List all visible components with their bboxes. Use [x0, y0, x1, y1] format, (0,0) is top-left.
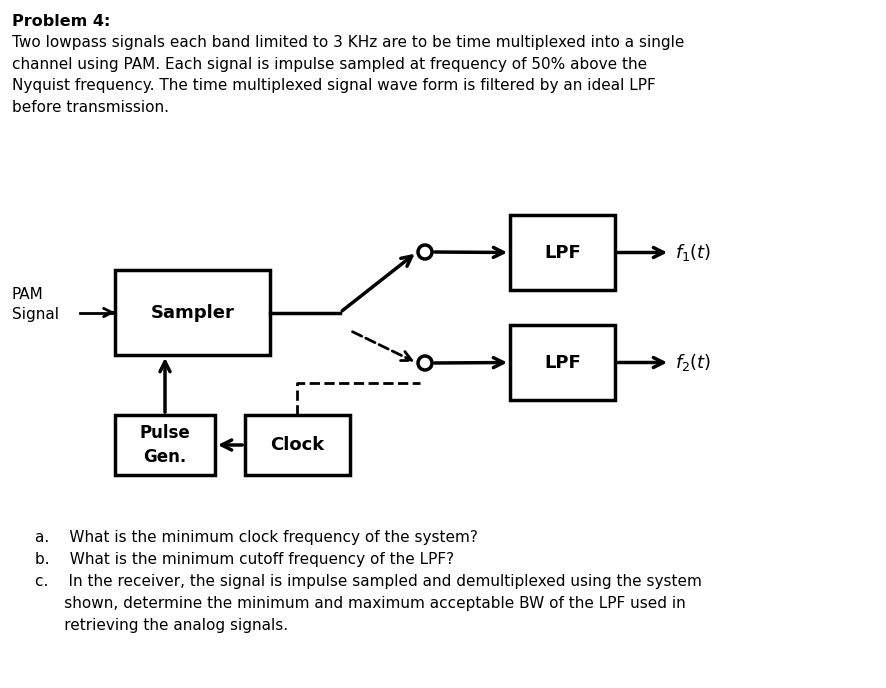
Text: a.  What is the minimum clock frequency of the system?: a. What is the minimum clock frequency o…: [35, 530, 478, 545]
Circle shape: [418, 245, 432, 259]
Bar: [510, 215, 615, 290]
Text: retrieving the analog signals.: retrieving the analog signals.: [35, 618, 288, 633]
Text: PAM
Signal: PAM Signal: [12, 287, 59, 322]
Text: b.  What is the minimum cutoff frequency of the LPF?: b. What is the minimum cutoff frequency …: [35, 552, 455, 567]
Text: c.  In the receiver, the signal is impulse sampled and demultiplexed using the s: c. In the receiver, the signal is impuls…: [35, 574, 702, 589]
Bar: [510, 325, 615, 400]
Bar: [115, 415, 215, 475]
Text: LPF: LPF: [544, 244, 581, 261]
Bar: [115, 270, 270, 355]
Text: Problem 4:: Problem 4:: [12, 14, 111, 29]
Text: Clock: Clock: [270, 436, 324, 454]
Text: Two lowpass signals each band limited to 3 KHz are to be time multiplexed into a: Two lowpass signals each band limited to…: [12, 35, 684, 115]
Circle shape: [418, 356, 432, 370]
Text: Sampler: Sampler: [151, 303, 235, 321]
Text: $f_1(t)$: $f_1(t)$: [675, 242, 711, 263]
Text: LPF: LPF: [544, 354, 581, 372]
Text: $f_2(t)$: $f_2(t)$: [675, 352, 711, 373]
Text: shown, determine the minimum and maximum acceptable BW of the LPF used in: shown, determine the minimum and maximum…: [35, 596, 686, 611]
Bar: [245, 415, 350, 475]
Text: Pulse
Gen.: Pulse Gen.: [140, 424, 190, 466]
